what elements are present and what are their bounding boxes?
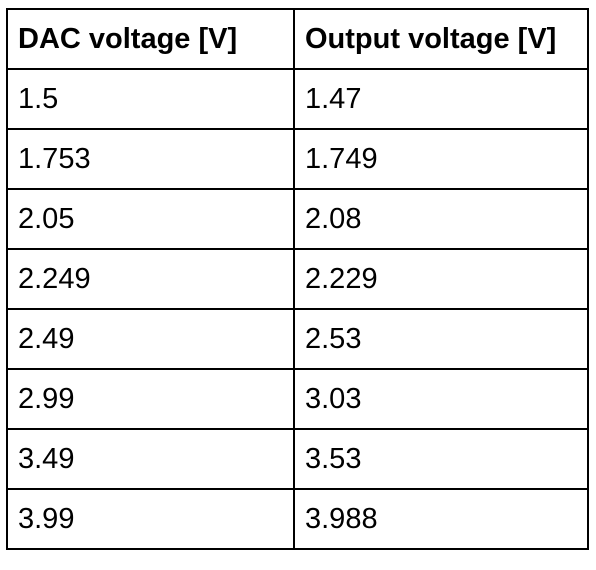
dac-voltage-cell: 1.5	[6, 68, 295, 130]
table-row: 2.249 2.229	[6, 248, 589, 310]
output-voltage-cell: 1.749	[293, 128, 589, 190]
table-row: 2.49 2.53	[6, 308, 589, 370]
dac-voltage-cell: 2.05	[6, 188, 295, 250]
output-voltage-cell: 1.47	[293, 68, 589, 130]
dac-voltage-cell: 2.249	[6, 248, 295, 310]
output-voltage-cell: 3.03	[293, 368, 589, 430]
table-row: 2.05 2.08	[6, 188, 589, 250]
header-dac-voltage: DAC voltage [V]	[6, 8, 295, 70]
dac-voltage-cell: 1.753	[6, 128, 295, 190]
output-voltage-cell: 3.53	[293, 428, 589, 490]
dac-voltage-cell: 3.99	[6, 488, 295, 550]
dac-voltage-cell: 3.49	[6, 428, 295, 490]
output-voltage-cell: 3.988	[293, 488, 589, 550]
output-voltage-cell: 2.53	[293, 308, 589, 370]
output-voltage-cell: 2.229	[293, 248, 589, 310]
output-voltage-cell: 2.08	[293, 188, 589, 250]
table-row: 1.753 1.749	[6, 128, 589, 190]
table-row: 2.99 3.03	[6, 368, 589, 430]
voltage-table-container: DAC voltage [V] Output voltage [V] 1.5 1…	[6, 8, 589, 550]
table-header-row: DAC voltage [V] Output voltage [V]	[6, 8, 589, 70]
dac-voltage-cell: 2.49	[6, 308, 295, 370]
header-output-voltage: Output voltage [V]	[293, 8, 589, 70]
table-row: 3.49 3.53	[6, 428, 589, 490]
dac-voltage-cell: 2.99	[6, 368, 295, 430]
table-row: 1.5 1.47	[6, 68, 589, 130]
table-row: 3.99 3.988	[6, 488, 589, 550]
voltage-table: DAC voltage [V] Output voltage [V] 1.5 1…	[6, 8, 589, 550]
